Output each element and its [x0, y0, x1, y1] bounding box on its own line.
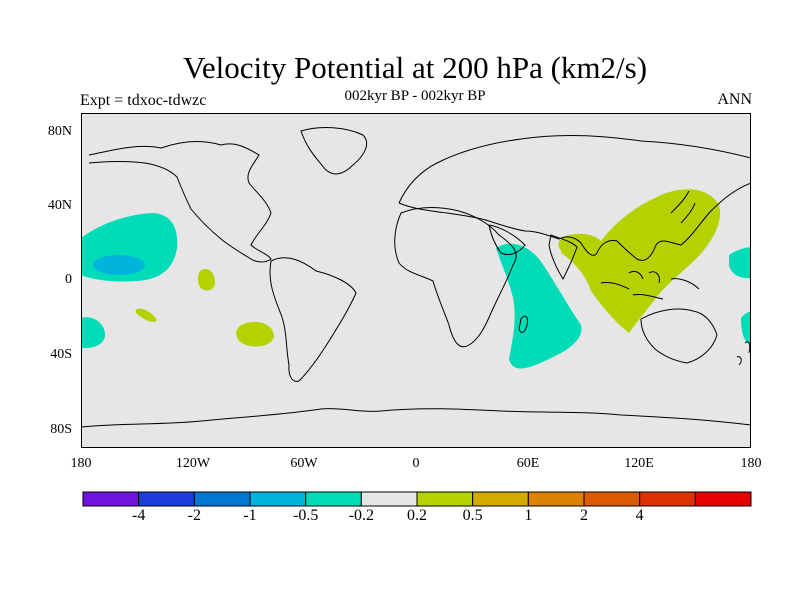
lon-tick-60w: 60W: [290, 456, 318, 471]
north-america-coast: [88, 140, 272, 263]
colorbar-swatch: [416, 491, 474, 507]
australia-coast: [640, 308, 718, 364]
south-pacific-negative: [81, 317, 106, 349]
africa-indian-ocean-negative: [496, 243, 582, 369]
map-panel: [81, 113, 751, 448]
colorbar-label: -1: [243, 507, 257, 524]
lon-tick-120e: 120E: [624, 456, 654, 471]
colorbar-swatch: [305, 491, 362, 507]
map-border: [81, 113, 751, 448]
season-label: ANN: [717, 91, 752, 108]
lon-tick-180e: 180: [740, 456, 762, 471]
lat-tick-0: 0: [65, 272, 72, 287]
south-east-pacific-positive: [236, 321, 274, 347]
antarctica-coast: [81, 408, 751, 428]
lat-tick-80s: 80S: [50, 422, 72, 437]
dateline-south-negative: [741, 311, 751, 345]
colorbar-swatch: [639, 491, 696, 507]
lon-tick-60e: 60E: [516, 456, 540, 471]
colorbar-label: 1: [524, 507, 533, 524]
colorbar: [82, 491, 752, 507]
contour-fills: [81, 189, 751, 369]
colorbar-swatch: [82, 491, 140, 507]
colorbar-swatch: [583, 491, 641, 507]
colorbar-swatch: [360, 491, 418, 507]
coastlines: [81, 127, 751, 428]
south-pacific-small-positive: [135, 308, 157, 322]
chart-subtitle: 002kyr BP - 002kyr BP: [344, 88, 486, 104]
indonesia-islands: [600, 270, 700, 300]
lon-tick-0: 0: [412, 456, 420, 471]
dateline-north-negative: [729, 247, 751, 279]
madagascar-coast: [518, 315, 528, 333]
eurasia-coast: [398, 134, 751, 261]
central-pacific-core: [93, 255, 145, 275]
colorbar-swatch: [249, 491, 307, 507]
tropical-pacific-positive: [197, 269, 216, 291]
colorbar-swatch: [694, 491, 752, 507]
lat-tick-40n: 40N: [47, 198, 72, 213]
arabia-coast: [488, 224, 526, 256]
colorbar-swatch: [193, 491, 251, 507]
colorbar-swatch: [138, 491, 195, 507]
greenland-coast: [300, 127, 368, 175]
lon-tick-180w: 180: [70, 456, 92, 471]
colorbar-swatch: [472, 491, 529, 507]
africa-coast: [394, 207, 517, 348]
lat-tick-80n: 80N: [47, 124, 72, 139]
experiment-label: Expt = tdxoc-tdwzc: [80, 92, 207, 109]
colorbar-label: 2: [580, 507, 588, 524]
colorbar-swatch: [527, 491, 585, 507]
colorbar-label: 0.5: [462, 507, 483, 524]
new-zealand-coast: [736, 341, 751, 366]
colorbar-label: 4: [635, 507, 644, 524]
maritime-continent-positive: [561, 189, 721, 333]
colorbar-label: -0.5: [292, 507, 319, 524]
south-america-coast: [269, 257, 357, 382]
chart-title: Velocity Potential at 200 hPa (km2/s): [182, 50, 648, 85]
lon-tick-120w: 120W: [175, 456, 211, 471]
lat-tick-40s: 40S: [50, 347, 72, 362]
colorbar-label: -2: [187, 507, 201, 524]
colorbar-label: -0.2: [348, 507, 374, 524]
east-indian-positive-lobe: [558, 234, 601, 258]
colorbar-label: -4: [131, 507, 146, 524]
india-coast: [548, 234, 578, 281]
japan-coast: [670, 190, 696, 224]
colorbar-label: 0.2: [407, 507, 427, 524]
